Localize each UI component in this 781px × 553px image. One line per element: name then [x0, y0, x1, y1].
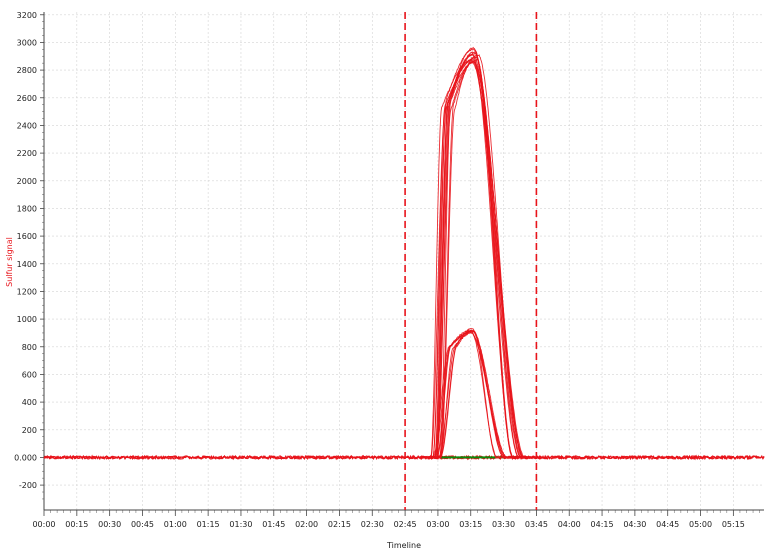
x-tick-label: 04:45	[656, 520, 679, 529]
x-tick-label: 04:30	[623, 520, 646, 529]
x-tick-label: 03:45	[525, 520, 548, 529]
y-tick-label: 2600	[17, 94, 37, 103]
x-tick-label: 05:15	[722, 520, 745, 529]
x-tick-label: 05:00	[689, 520, 712, 529]
x-tick-label: 04:15	[591, 520, 614, 529]
x-tick-label: 01:00	[164, 520, 187, 529]
x-tick-label: 00:45	[131, 520, 154, 529]
y-tick-label: 2800	[17, 66, 37, 75]
x-tick-label: 02:45	[394, 520, 417, 529]
grid	[43, 12, 764, 510]
y-tick-label: 3200	[17, 11, 37, 20]
x-tick-label: 03:15	[459, 520, 482, 529]
axes	[40, 12, 764, 516]
y-tick-label: 2400	[17, 121, 37, 130]
baseline-noise-trace	[43, 454, 765, 461]
x-axis-label: Timeline	[386, 541, 421, 550]
x-tick-label: 00:30	[98, 520, 121, 529]
y-tick-label: 2000	[17, 177, 37, 186]
y-tick-label: 800	[22, 343, 37, 352]
low-peak-trace	[423, 330, 522, 459]
x-tick-label: 00:15	[65, 520, 88, 529]
x-tick-label: 03:00	[426, 520, 449, 529]
y-tick-label: 3000	[17, 38, 37, 47]
low-peak-trace	[426, 332, 515, 459]
x-tick-label: 01:15	[197, 520, 220, 529]
x-tick-label: 01:30	[229, 520, 252, 529]
y-tick-label: 1200	[17, 287, 37, 296]
y-tick-label: 1600	[17, 232, 37, 241]
y-tick-label: 0.000	[14, 453, 37, 462]
x-tick-label: 02:15	[328, 520, 351, 529]
x-tick-label: 02:30	[361, 520, 384, 529]
x-tick-label: 04:00	[558, 520, 581, 529]
tick-labels: -200 0.000 200 400 600 800 1000 1200 1400 1600 180…	[14, 11, 745, 529]
baseline-noise-trace	[43, 454, 765, 461]
x-tick-label: 02:00	[295, 520, 318, 529]
y-tick-label: 400	[22, 398, 37, 407]
y-tick-label: 1400	[17, 260, 37, 269]
y-tick-label: 2200	[17, 149, 37, 158]
y-tick-label: 1000	[17, 315, 37, 324]
y-tick-label: -200	[19, 481, 37, 490]
y-axis-label: Sulfur signal	[5, 237, 14, 287]
y-tick-label: 1800	[17, 204, 37, 213]
time-markers	[404, 12, 538, 510]
series-layer	[43, 46, 765, 461]
x-tick-label: 03:30	[492, 520, 515, 529]
x-tick-label: 01:45	[262, 520, 285, 529]
y-tick-label: 200	[22, 426, 37, 435]
x-tick-label: 00:00	[32, 520, 55, 529]
y-tick-label: 600	[22, 370, 37, 379]
